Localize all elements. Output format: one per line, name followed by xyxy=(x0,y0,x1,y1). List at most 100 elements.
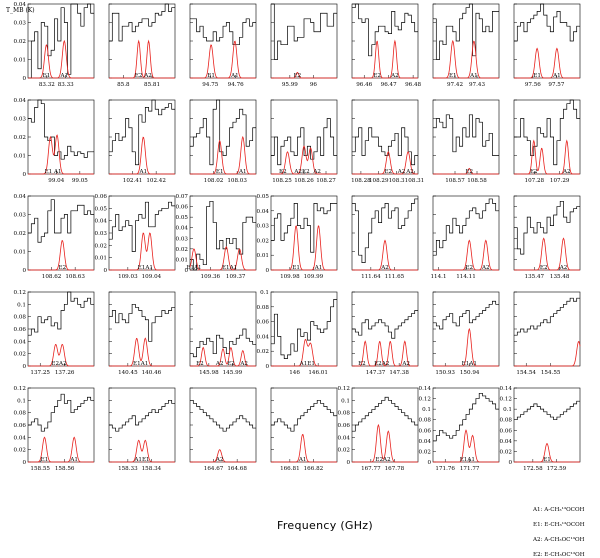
x-tick-label: 137.26 xyxy=(55,370,75,376)
legend-entry-a2: A2: A-CH₃OC¹³OH xyxy=(532,536,585,543)
model-spectrum xyxy=(190,449,256,463)
legend-entry-e1: E1: E-CH₃¹³OCOH xyxy=(533,521,585,528)
y-tick-label: 0 xyxy=(22,460,26,466)
panel-25: 0 0.02 0.04 0.06 0.08 0.1 146 146.01 A1E1 xyxy=(257,290,338,376)
x-tick-label: 167.78 xyxy=(385,466,405,472)
line-label: A2 xyxy=(215,457,224,463)
x-tick-label: 97.56 xyxy=(525,82,541,88)
model-spectrum xyxy=(433,167,499,175)
observed-spectrum xyxy=(190,18,256,46)
panel-frame xyxy=(513,387,581,463)
y-tick-label: 0.04 xyxy=(257,334,270,340)
panel-14: 107.28 107.29 E2 A2 xyxy=(513,99,581,184)
x-tick-label: 111.65 xyxy=(385,274,405,280)
x-tick-label: 96.46 xyxy=(356,82,372,88)
model-spectrum xyxy=(352,151,418,175)
x-tick-label: 140.46 xyxy=(142,370,162,376)
y-tick-label: 0.14 xyxy=(419,386,432,392)
y-tick-label: 0.06 xyxy=(257,320,270,326)
model-spectrum xyxy=(28,343,94,367)
panel-26: 147.37 147.38 E2 E2A2 A2 xyxy=(351,291,419,376)
y-tick-label: 0.04 xyxy=(500,439,513,445)
panel-23: 140.45 140.46 E1A1 xyxy=(108,291,176,376)
observed-spectrum xyxy=(109,303,175,342)
y-tick-label: 0.05 xyxy=(95,206,108,212)
observed-spectrum xyxy=(433,300,499,330)
x-tick-label: 145.99 xyxy=(223,370,243,376)
y-tick-label: 0.04 xyxy=(14,435,27,441)
x-tick-label: 108.58 xyxy=(467,178,487,184)
y-tick-label: 0.04 xyxy=(257,209,270,215)
model-spectrum xyxy=(28,436,94,463)
x-tick-label: 137.25 xyxy=(30,370,50,376)
x-tick-label: 99.05 xyxy=(72,178,88,184)
x-tick-label: 97.42 xyxy=(447,82,463,88)
legend: A1: A-CH₃¹³OCOH E1: E-CH₃¹³OCOH A2: A-CH… xyxy=(532,506,585,558)
panel-29: 0 0.02 0.04 0.06 0.08 0.1 0.12 158.55 158.56 E1 A1 xyxy=(14,386,95,472)
model-spectrum xyxy=(352,239,418,271)
observed-spectrum xyxy=(433,114,499,156)
x-tick-label: 172.58 xyxy=(523,466,543,472)
y-tick-label: 0 xyxy=(346,460,350,466)
y-tick-label: 0.02 xyxy=(338,448,351,454)
model-spectrum xyxy=(28,39,94,79)
x-tick-label: 108.31 xyxy=(405,178,425,184)
model-spectrum xyxy=(271,433,337,463)
model-spectrum xyxy=(514,237,580,271)
x-tick-label: 111.64 xyxy=(361,274,381,280)
x-tick-label: 97.43 xyxy=(469,82,485,88)
model-spectrum xyxy=(514,139,580,175)
x-tick-label: 154.54 xyxy=(516,370,536,376)
model-spectrum xyxy=(28,240,94,271)
panel-frame xyxy=(189,387,257,463)
x-tick-label: 108.26 xyxy=(294,178,314,184)
model-spectrum xyxy=(271,338,337,367)
line-label: E2 xyxy=(465,169,473,175)
x-tick-label: 146 xyxy=(289,370,300,376)
model-spectrum xyxy=(352,39,418,79)
model-spectrum xyxy=(190,40,256,79)
x-tick-label: 109.37 xyxy=(226,274,246,280)
line-label: E2 xyxy=(465,265,473,271)
x-tick-label: 108.57 xyxy=(445,178,465,184)
x-tick-label: 102.41 xyxy=(123,178,143,184)
y-tick-label: 0.05 xyxy=(257,194,270,200)
x-tick-label: 154.55 xyxy=(541,370,561,376)
y-tick-label: 0.04 xyxy=(14,339,27,345)
y-tick-label: 0.04 xyxy=(14,194,27,200)
line-label: E2 xyxy=(294,73,302,79)
observed-spectrum xyxy=(28,199,94,243)
panel-frame xyxy=(189,3,257,79)
observed-spectrum xyxy=(271,399,337,432)
model-spectrum xyxy=(514,47,580,79)
x-tick-label: 114.11 xyxy=(456,274,476,280)
panel-frame xyxy=(108,291,176,367)
x-tick-label: 108.29 xyxy=(369,178,389,184)
y-tick-label: 0.04 xyxy=(14,2,27,8)
y-tick-label: 0 xyxy=(22,364,26,370)
x-tick-label: 135.48 xyxy=(550,274,570,280)
line-label: E1 xyxy=(533,73,541,79)
model-spectrum xyxy=(433,39,499,79)
model-spectrum xyxy=(514,442,580,463)
y-axis-label: T_MB (K) xyxy=(6,7,35,14)
observed-spectrum xyxy=(514,297,580,336)
panel-15: 0 0.01 0.02 0.03 0.04 108.62 108.63 E2 xyxy=(14,194,95,280)
x-tick-label: 140.45 xyxy=(118,370,138,376)
panel-8: 0 0.01 0.02 0.03 0.04 99.04 99.05 E1 A1 xyxy=(14,98,95,184)
x-tick-label: 108.27 xyxy=(316,178,336,184)
x-tick-label: 166.82 xyxy=(304,466,324,472)
y-tick-label: 0.01 xyxy=(14,58,26,64)
y-tick-label: 0.04 xyxy=(95,219,108,225)
y-tick-label: 0.06 xyxy=(14,327,27,333)
panel-27: 150.93 150.94 E1A1 xyxy=(432,291,500,376)
y-tick-label: 0.02 xyxy=(14,448,27,454)
line-label: A1 xyxy=(469,73,478,79)
x-tick-label: 85.8 xyxy=(117,82,130,88)
y-tick-label: 0.05 xyxy=(176,215,189,221)
x-tick-label: 96.48 xyxy=(405,82,421,88)
x-tick-label: 109.98 xyxy=(280,274,300,280)
